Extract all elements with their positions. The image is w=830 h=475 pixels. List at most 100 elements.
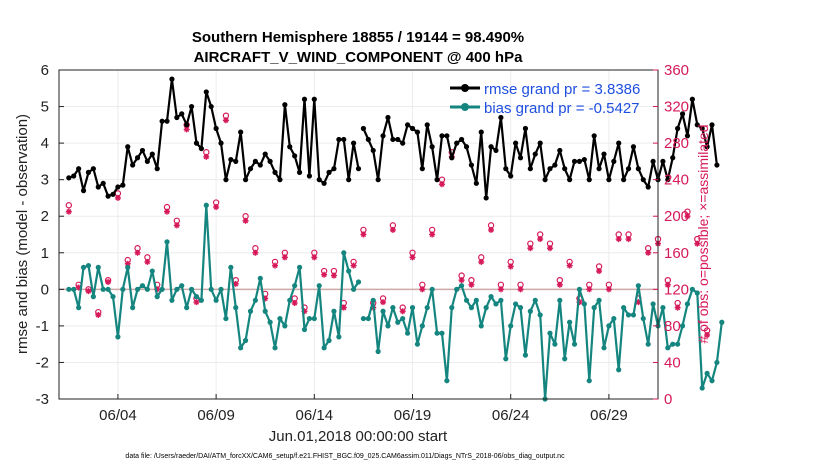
rmse-point	[360, 125, 367, 132]
rmse-point	[444, 133, 450, 139]
y-right-axis-label: # of obs: o=possible; ×=assimilated	[695, 124, 711, 343]
bias-point	[125, 264, 131, 270]
bias-point	[468, 305, 475, 311]
rmse-point	[296, 169, 303, 175]
bias-point	[105, 286, 111, 292]
rmse-point	[105, 193, 111, 199]
bias-point	[689, 286, 695, 292]
assimilated-obs-marker	[458, 277, 465, 284]
bias-point	[552, 341, 558, 347]
rmse-point	[694, 122, 700, 128]
x-tick-label: 06/04	[99, 407, 137, 424]
bias-point	[454, 286, 460, 292]
bias-point	[395, 319, 401, 325]
rmse-point	[149, 151, 155, 157]
rmse-point	[71, 173, 77, 179]
rmse-point	[390, 136, 396, 143]
bias-point	[355, 279, 362, 285]
assimilated-obs-marker	[625, 236, 632, 243]
rmse-point	[130, 162, 136, 168]
bias-point	[100, 286, 106, 292]
bias-point	[311, 315, 317, 322]
bias-point	[503, 356, 509, 362]
bias-point	[149, 268, 155, 274]
bias-point	[242, 337, 249, 344]
bias-point	[188, 286, 195, 292]
rmse-point	[508, 173, 514, 179]
legend-bias-marker	[461, 103, 469, 111]
bias-point	[296, 264, 303, 270]
bias-point	[596, 297, 602, 303]
rmse-point	[414, 129, 421, 135]
y-right-tick-label: 320	[664, 99, 689, 116]
assimilated-obs-marker	[556, 281, 563, 288]
assimilated-obs-marker	[429, 231, 436, 238]
rmse-point	[282, 102, 288, 108]
bias-point	[478, 323, 484, 329]
rmse-point	[454, 140, 460, 146]
bias-point	[66, 286, 72, 292]
bias-point	[85, 262, 92, 269]
rmse-point	[689, 96, 695, 102]
bias-point	[459, 283, 465, 289]
rmse-point	[257, 162, 263, 168]
rmse-point	[301, 96, 308, 102]
rmse-point	[630, 144, 637, 150]
rmse-point	[223, 177, 229, 183]
assimilated-obs-marker	[497, 286, 504, 293]
rmse-point	[429, 144, 435, 150]
bias-point	[684, 301, 691, 307]
legend-rmse-marker	[461, 84, 469, 92]
bias-point	[238, 345, 244, 351]
bias-point	[513, 301, 519, 307]
bias-point	[184, 305, 190, 311]
bias-point	[616, 367, 622, 373]
assimilated-obs-marker	[537, 236, 544, 243]
assimilated-obs-marker	[350, 262, 357, 269]
bias-point	[400, 315, 406, 322]
bias-point	[714, 359, 720, 366]
assimilated-obs-marker	[272, 262, 279, 269]
bias-point	[444, 378, 450, 384]
bias-point	[159, 286, 165, 292]
bias-point	[537, 312, 543, 318]
rmse-point	[635, 166, 641, 172]
rmse-point	[164, 118, 170, 124]
bias-point	[208, 286, 214, 292]
bias-point	[409, 305, 416, 311]
rmse-point	[159, 118, 165, 124]
assimilated-obs-marker	[95, 311, 102, 318]
rmse-point	[341, 136, 347, 143]
bias-point	[635, 283, 641, 289]
x-axis-label: Jun.01,2018 00:00:00 start	[269, 428, 448, 445]
rmse-point	[557, 147, 563, 154]
rmse-point	[380, 133, 386, 139]
rmse-point	[193, 140, 200, 146]
assimilated-obs-marker	[409, 254, 416, 261]
bias-point	[115, 334, 121, 340]
plot-frame	[58, 69, 659, 400]
rmse-point	[498, 114, 504, 121]
y-right-tick-label: 280	[664, 135, 689, 152]
bias-point	[576, 286, 583, 292]
y-right-tick-label: 120	[664, 281, 689, 298]
assimilated-obs-marker	[704, 332, 711, 339]
bias-point	[640, 315, 646, 322]
bias-point	[321, 345, 327, 351]
bias-point	[547, 330, 553, 336]
rmse-point	[267, 158, 273, 164]
rmse-point	[134, 155, 141, 161]
assimilated-obs-marker	[546, 245, 553, 252]
bias-point	[257, 275, 263, 281]
assimilated-obs-marker	[586, 286, 593, 293]
rmse-point	[537, 140, 543, 146]
rmse-point	[522, 125, 529, 132]
bias-point	[120, 286, 126, 292]
bias-point	[198, 297, 204, 303]
rmse-point	[434, 177, 440, 183]
assimilated-obs-marker	[281, 254, 288, 261]
y-axis-ticks: -3 -2 -1 0 1 2 3 4 5 6	[36, 62, 64, 408]
rmse-point	[179, 111, 185, 117]
bias-point	[694, 290, 700, 296]
